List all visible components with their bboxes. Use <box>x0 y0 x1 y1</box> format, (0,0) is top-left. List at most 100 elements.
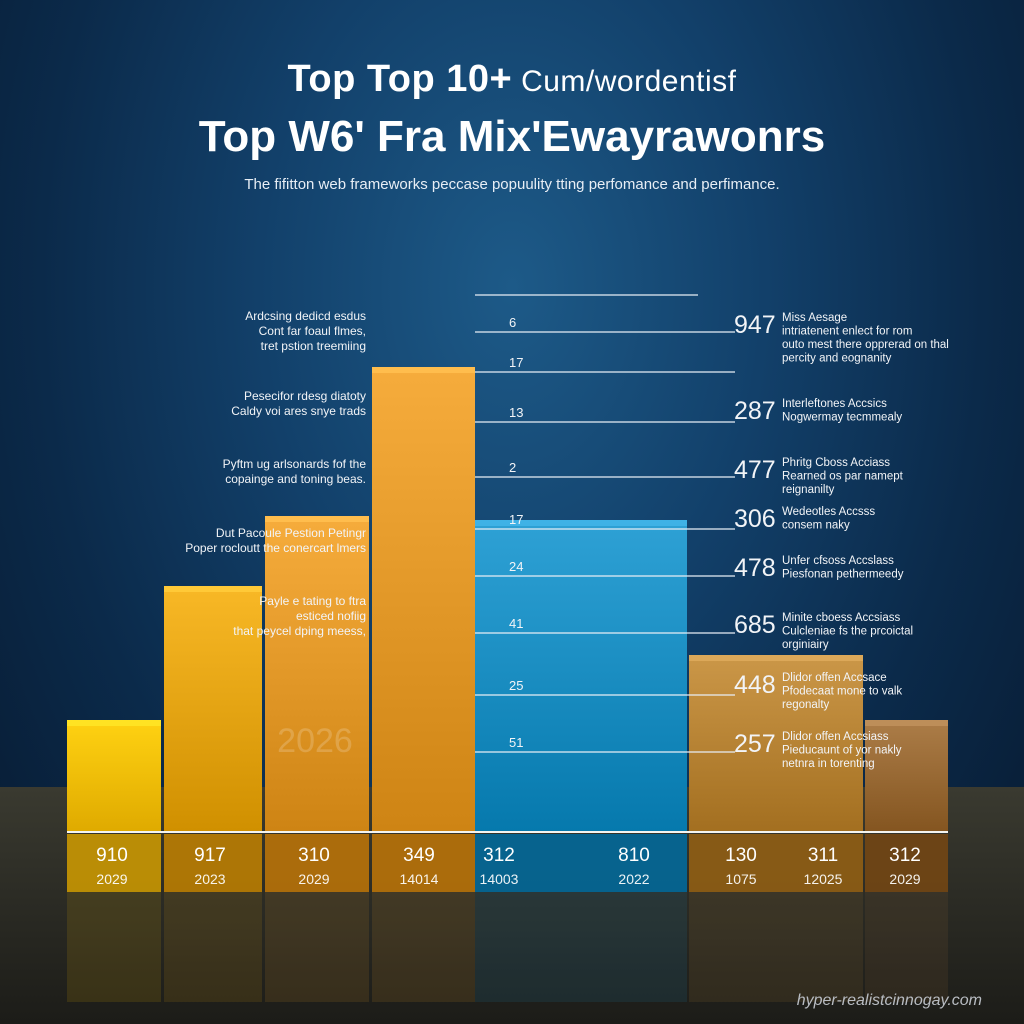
bar-reflection <box>475 892 687 1002</box>
right-value-label: 287 <box>734 397 776 425</box>
right-annotation-line: intriatenent enlect for rom <box>782 326 912 338</box>
bar <box>372 367 475 832</box>
right-annotation-line: Pfodecaat mone to valk <box>782 686 902 698</box>
left-annotation-line: Dut Pacoule Pestion Petingr <box>216 526 366 540</box>
bar-top-cap <box>67 720 161 726</box>
left-annotation-line: copainge and toning beas. <box>225 472 366 486</box>
left-annotation-line: Pyftm ug arlsonards fof the <box>223 457 367 471</box>
category-year-label: 2022 <box>618 871 649 887</box>
right-annotation-line: Dlidor offen Accsiass <box>782 731 889 743</box>
bar-base-block <box>265 834 369 892</box>
chart-subtitle: The fifitton web frameworks peccase popu… <box>244 176 780 193</box>
bar-top-cap <box>265 516 369 522</box>
right-annotation-line: consem naky <box>782 520 850 532</box>
category-value-label: 312 <box>483 845 515 866</box>
center-tick-label: 51 <box>509 735 523 750</box>
left-annotation-line: Cont far foaul flmes, <box>259 324 366 338</box>
category-value-label: 130 <box>725 845 757 866</box>
right-annotation-line: Piesfonan pethermeedy <box>782 569 904 581</box>
bar <box>164 586 262 832</box>
bar-reflection <box>689 892 863 1002</box>
category-year-label: 2029 <box>298 871 329 887</box>
right-annotation-line: Nogwermay tecmmealy <box>782 412 902 424</box>
right-annotation-line: Pieducaunt of yor nakly <box>782 745 902 757</box>
category-year-label: 2023 <box>194 871 225 887</box>
category-year-label: 14014 <box>400 871 439 887</box>
left-annotation-line: esticed nofiig <box>296 609 366 623</box>
ghost-year-label: 2026 <box>277 722 353 760</box>
bar-reflection <box>164 892 262 1002</box>
category-year-label: 1075 <box>725 871 756 887</box>
bar <box>265 516 369 832</box>
bar-reflection <box>67 892 161 1002</box>
right-annotation-line: Minite cboess Accsiass <box>782 612 900 624</box>
right-annotation-line: netnra in torenting <box>782 758 875 770</box>
bar-top-cap <box>689 655 863 661</box>
bar-base-block <box>67 834 161 892</box>
title-line-1-light: Cum/wordentisf <box>512 65 737 98</box>
left-annotation-line: that peycel dping meess, <box>233 624 366 638</box>
center-tick-label: 17 <box>509 512 523 527</box>
bar-base-block <box>689 834 863 892</box>
right-annotation-line: Dlidor offen Accsace <box>782 672 887 684</box>
right-annotation-line: outo mest there opprerad on thal <box>782 339 949 351</box>
right-value-label: 306 <box>734 505 776 533</box>
right-value-label: 947 <box>734 311 776 339</box>
right-value-label: 257 <box>734 730 776 758</box>
right-value-label: 685 <box>734 611 776 639</box>
center-tick-label: 2 <box>509 460 516 475</box>
category-year-label: 2029 <box>96 871 127 887</box>
center-tick-label: 41 <box>509 616 523 631</box>
bar-top-cap <box>865 720 948 726</box>
left-annotation-line: Caldy voi ares snye trads <box>231 404 366 418</box>
right-value-label: 477 <box>734 456 776 484</box>
title-line-1-bold: Top Top 10+ <box>287 58 513 100</box>
right-annotation-line: Wedeotles Accsss <box>782 506 875 518</box>
bar-reflection <box>865 892 948 1002</box>
left-annotation-line: Pesecifor rdesg diatoty <box>244 389 366 403</box>
left-annotation-line: Payle e tating to ftra <box>259 594 366 608</box>
center-tick-label: 6 <box>509 315 516 330</box>
category-value-label: 310 <box>298 845 330 866</box>
bar-reflection <box>372 892 475 1002</box>
category-value-label: 917 <box>194 845 226 866</box>
category-year-label: 2029 <box>889 871 920 887</box>
center-tick-label: 24 <box>509 559 523 574</box>
bar <box>475 520 687 832</box>
left-annotation-line: Ardcsing dedicd esdus <box>245 309 366 323</box>
bar-base-block <box>372 834 475 892</box>
left-annotation-line: Poper rocloutt the conercart lmers <box>185 541 366 555</box>
category-year-label: 12025 <box>804 871 843 887</box>
left-annotation-line: tret pstion treemiing <box>261 339 366 353</box>
bar-top-cap <box>164 586 262 592</box>
right-value-label: 448 <box>734 671 776 699</box>
right-value-label: 478 <box>734 554 776 582</box>
bar-base-block <box>164 834 262 892</box>
category-value-label: 810 <box>618 845 650 866</box>
right-annotation-line: Culcleniae fs the prcoictal <box>782 626 913 638</box>
title-line-1: Top Top 10+ Cum/wordentisf <box>0 58 1024 101</box>
right-annotation-line: orginiairy <box>782 639 829 651</box>
bar-base-block <box>475 834 687 892</box>
bar <box>67 720 161 832</box>
bar-top-cap <box>372 367 475 373</box>
bar-reflection <box>265 892 369 1002</box>
right-annotation-line: percity and eognanity <box>782 353 892 365</box>
bar-top-cap <box>475 520 687 526</box>
right-annotation-line: regonalty <box>782 699 830 711</box>
right-annotation-line: Miss Aesage <box>782 312 847 324</box>
category-value-label: 312 <box>889 845 921 866</box>
right-annotation-line: Unfer cfsoss Accslass <box>782 555 894 567</box>
bar <box>865 720 948 832</box>
category-value-label: 311 <box>808 845 838 866</box>
category-value-label: 349 <box>403 845 435 866</box>
category-year-label: 14003 <box>480 871 519 887</box>
bar-base-block <box>865 834 948 892</box>
center-tick-label: 13 <box>509 405 523 420</box>
watermark: hyper-realistcinnogay.com <box>796 992 982 1009</box>
right-annotation-line: Interleftones Accsics <box>782 398 887 410</box>
chart-title: Top W6' Fra Mix'Ewayrawonrs <box>198 112 826 161</box>
center-tick-label: 25 <box>509 678 523 693</box>
category-value-label: 910 <box>96 845 128 866</box>
